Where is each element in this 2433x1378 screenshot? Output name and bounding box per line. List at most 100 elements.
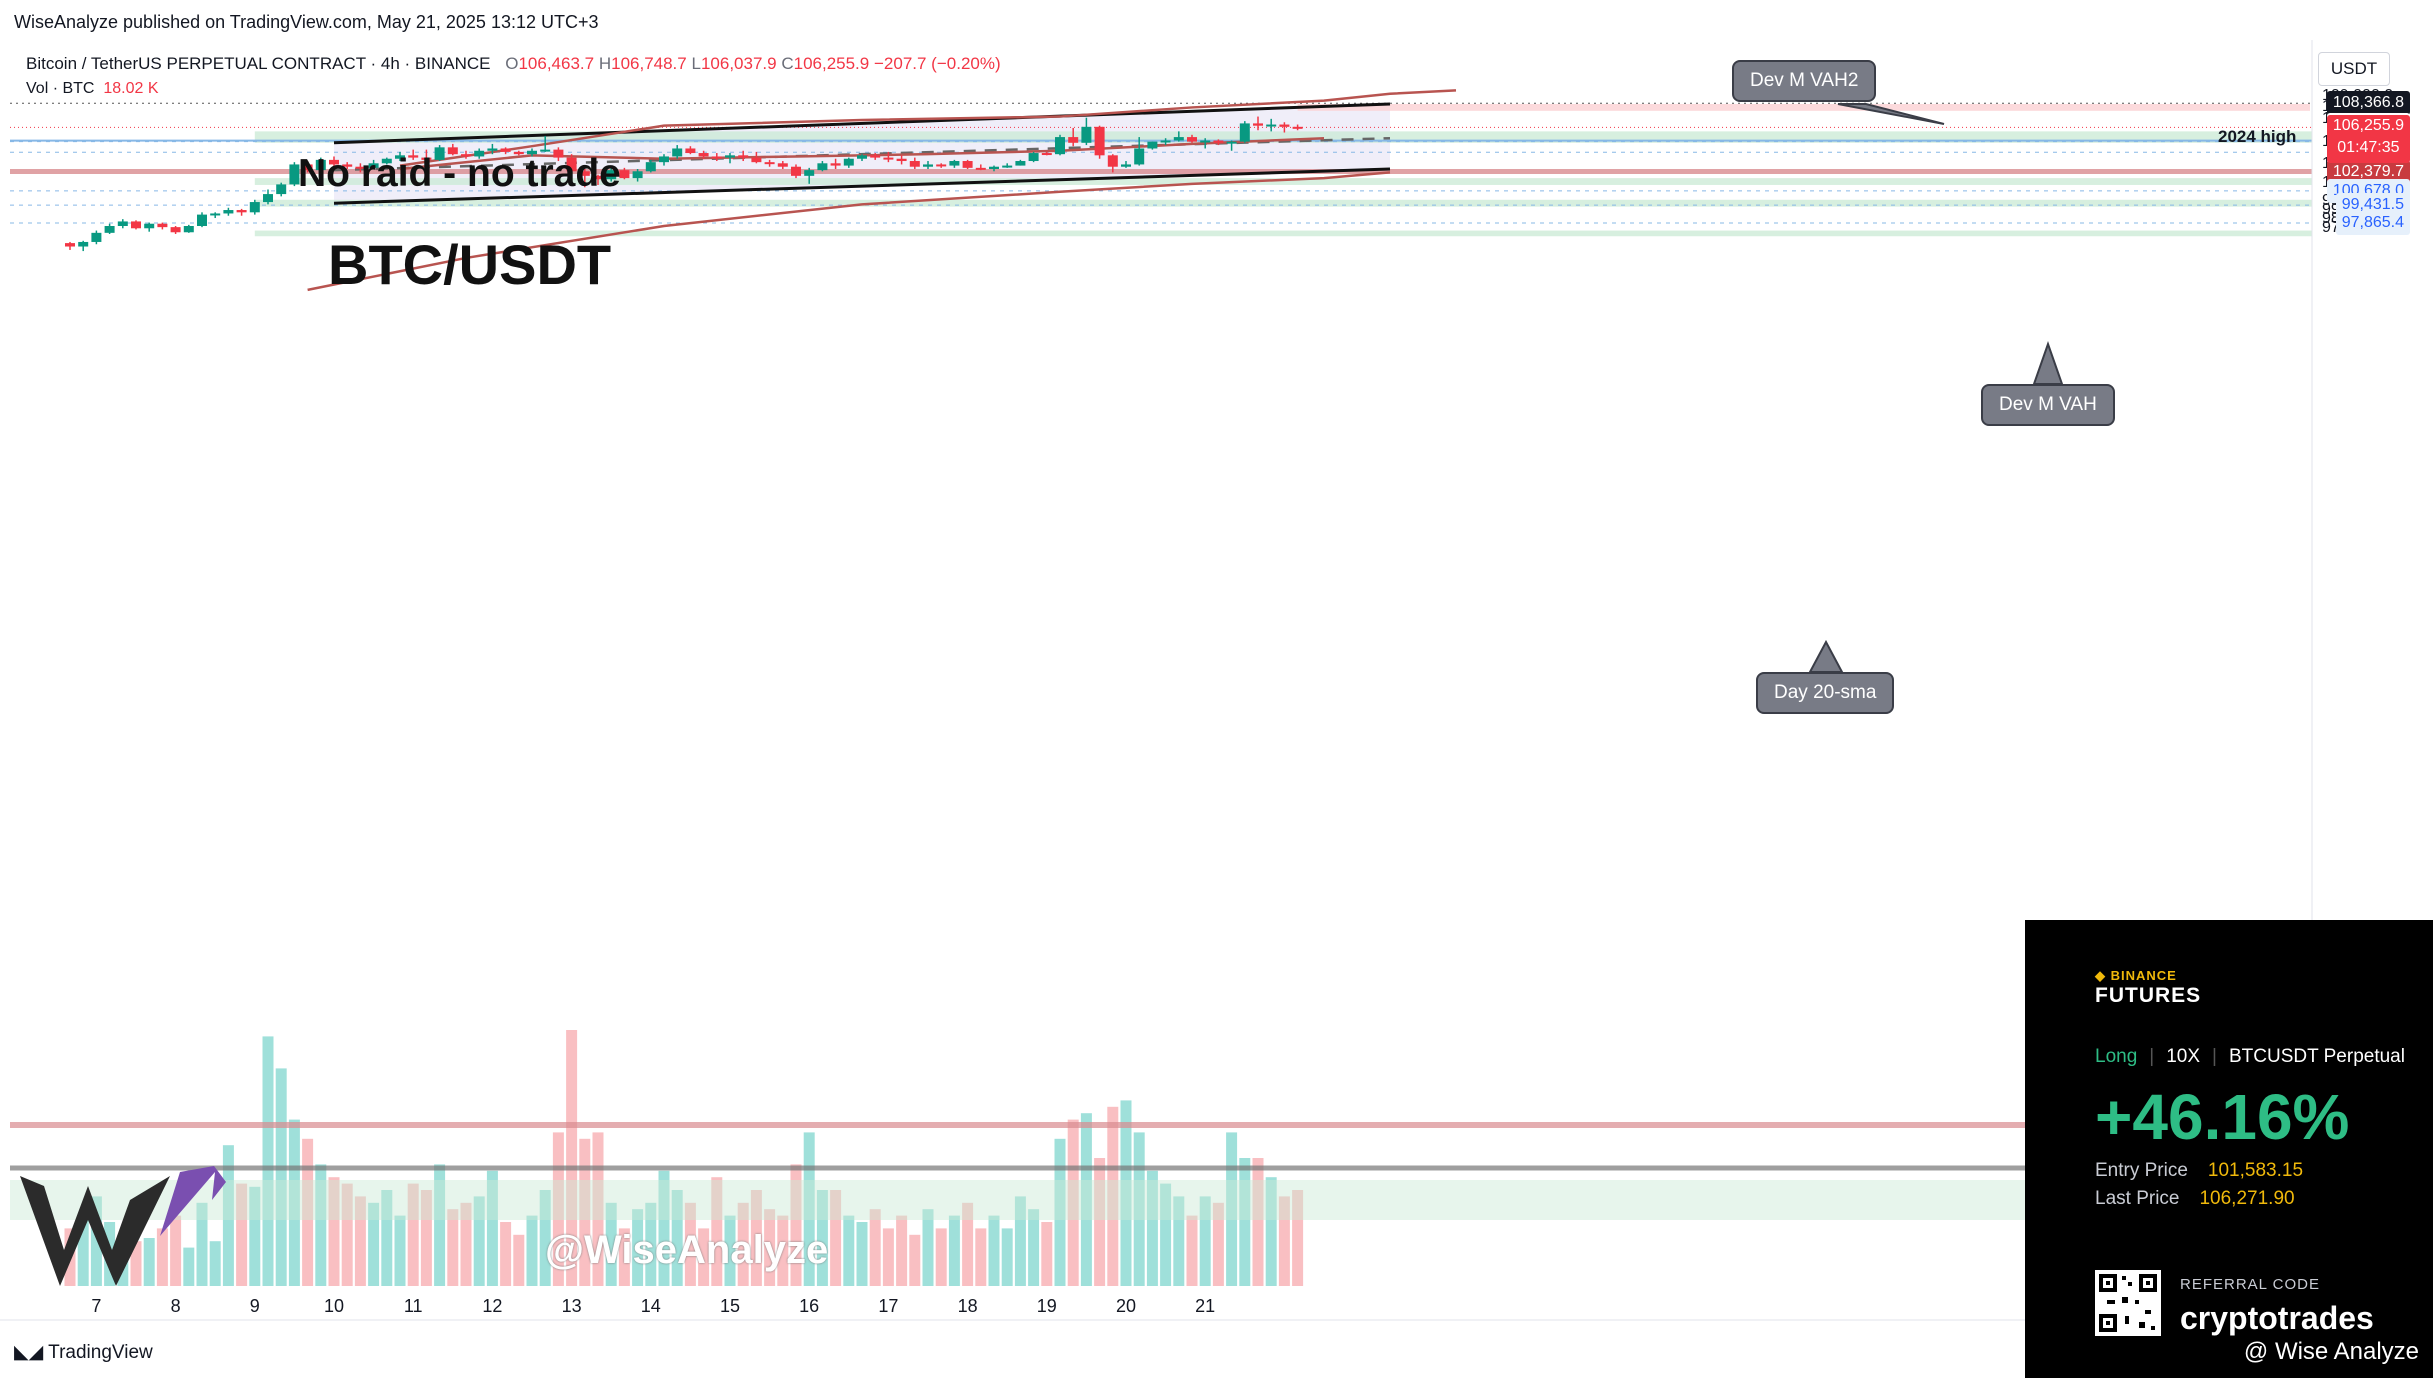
volume-bar	[830, 1190, 842, 1286]
candle-body	[1068, 137, 1079, 143]
high-label: H	[598, 54, 612, 73]
candle-body	[236, 210, 247, 213]
last-price-label: 106,255.9 01:47:35	[2326, 115, 2410, 164]
candle-body	[117, 221, 128, 226]
candle-body	[249, 202, 260, 213]
dev-m-vah2-line	[399, 89, 1457, 167]
volume-bar	[77, 1215, 89, 1286]
volume-bar	[288, 1119, 300, 1286]
volume-bar	[1133, 1132, 1145, 1286]
callout-day-20-sma[interactable]: Day 20-sma	[1756, 672, 1895, 714]
volume-bar	[1199, 1196, 1211, 1286]
candle-body	[883, 157, 894, 160]
x-tick-label: 21	[1195, 1296, 1216, 1316]
callout-dev-m-vah[interactable]: Dev M VAH	[1981, 384, 2115, 426]
open-label: O	[505, 54, 519, 73]
position-side: Long	[2095, 1046, 2138, 1067]
candle-body	[210, 213, 221, 216]
bar-countdown: 01:47:35	[2337, 139, 2400, 157]
volume-bar	[407, 1183, 419, 1286]
currency-button[interactable]: USDT	[2318, 52, 2390, 86]
volume-bar	[698, 1228, 710, 1286]
volume-bar	[368, 1202, 380, 1286]
channel-upper-line	[333, 102, 1391, 145]
qr-code-icon	[2095, 1270, 2161, 1336]
candle-body	[276, 184, 287, 195]
volume-bar	[143, 1238, 155, 1286]
volume-label: Vol · BTC	[26, 80, 95, 97]
candle-body	[461, 154, 471, 157]
pair-title: BTC/USDT	[328, 233, 612, 296]
candle-body	[1107, 155, 1118, 167]
candle-body	[1081, 126, 1092, 143]
binance-futures-logo: ◆ BINANCE FUTURES	[2095, 968, 2201, 1008]
channel-lower-line	[333, 167, 1391, 205]
volume-bar	[420, 1190, 432, 1286]
candle-body	[1173, 137, 1184, 141]
volume-bar	[1212, 1202, 1224, 1286]
x-tick-label: 8	[170, 1296, 181, 1316]
candle-body	[711, 156, 722, 159]
volume-bar	[460, 1202, 472, 1286]
candle-body	[975, 167, 986, 170]
candle-body	[632, 171, 643, 179]
demand-zone	[254, 230, 2312, 237]
separator-2: |	[2212, 1046, 2217, 1067]
candle-body	[1121, 164, 1131, 167]
volume-bar	[90, 1196, 102, 1286]
candle-body	[764, 162, 775, 165]
candle-body	[1279, 124, 1290, 127]
volume-bar	[130, 1241, 142, 1286]
volume-bar	[1186, 1215, 1198, 1286]
candle-body	[183, 226, 194, 233]
demand-zone	[254, 178, 2312, 185]
tradingview-footer[interactable]: ◣◢ TradingView	[14, 1341, 153, 1364]
candle-body	[870, 155, 881, 158]
candle-body	[1055, 137, 1065, 155]
label-2024-high: 2024 high	[2218, 127, 2297, 146]
binance-wordmark: BINANCE	[2110, 968, 2177, 983]
volume-legend[interactable]: Vol · BTC 18.02 K	[26, 80, 159, 98]
candle-body	[645, 162, 656, 172]
candle-body	[170, 227, 181, 233]
close-value: 106,255.9	[793, 54, 870, 73]
callout-dev-m-vah2[interactable]: Dev M VAH2	[1732, 60, 1877, 102]
tradingview-brand: TradingView	[48, 1342, 153, 1363]
volume-bar	[1278, 1196, 1290, 1286]
candle-body	[593, 175, 603, 180]
candle-body	[923, 164, 933, 167]
callout-pointer-sma	[1808, 639, 1844, 673]
low-label: L	[691, 54, 701, 73]
x-tick-label: 10	[323, 1296, 345, 1316]
candle-body	[78, 241, 89, 247]
candle-body	[566, 157, 577, 172]
separator-1: |	[2149, 1046, 2155, 1067]
x-tick-label: 9	[249, 1296, 260, 1316]
x-tick-label: 15	[719, 1296, 741, 1316]
volume-bar	[605, 1202, 617, 1286]
callout-pointer-vah	[2032, 340, 2064, 385]
volume-bar	[882, 1228, 894, 1286]
candle-body	[579, 171, 590, 176]
last-price-value: 106,255.9	[2332, 117, 2404, 135]
high-value: 106,748.7	[611, 54, 687, 73]
candle-body	[1015, 161, 1026, 166]
symbol-legend[interactable]: Bitcoin / TetherUS PERPETUAL CONTRACT · …	[26, 54, 1001, 74]
last-price: 106,271.90	[2199, 1188, 2295, 1209]
candle-body	[434, 147, 445, 160]
volume-bar	[896, 1215, 908, 1286]
candle-body	[843, 158, 854, 166]
candle-body	[738, 155, 749, 158]
volume-bar	[1252, 1158, 1264, 1286]
volume-bar	[750, 1190, 762, 1286]
candle-body	[131, 221, 141, 229]
volume-bar	[249, 1186, 261, 1286]
candle-body	[527, 150, 537, 155]
volume-bar	[1239, 1158, 1251, 1286]
volume-bar	[486, 1170, 498, 1286]
candle-body	[989, 166, 999, 169]
volume-bar	[552, 1132, 564, 1286]
futures-wordmark: FUTURES	[2095, 984, 2202, 1007]
position-info: Long | 10X | BTCUSDT Perpetual	[2095, 1046, 2405, 1068]
